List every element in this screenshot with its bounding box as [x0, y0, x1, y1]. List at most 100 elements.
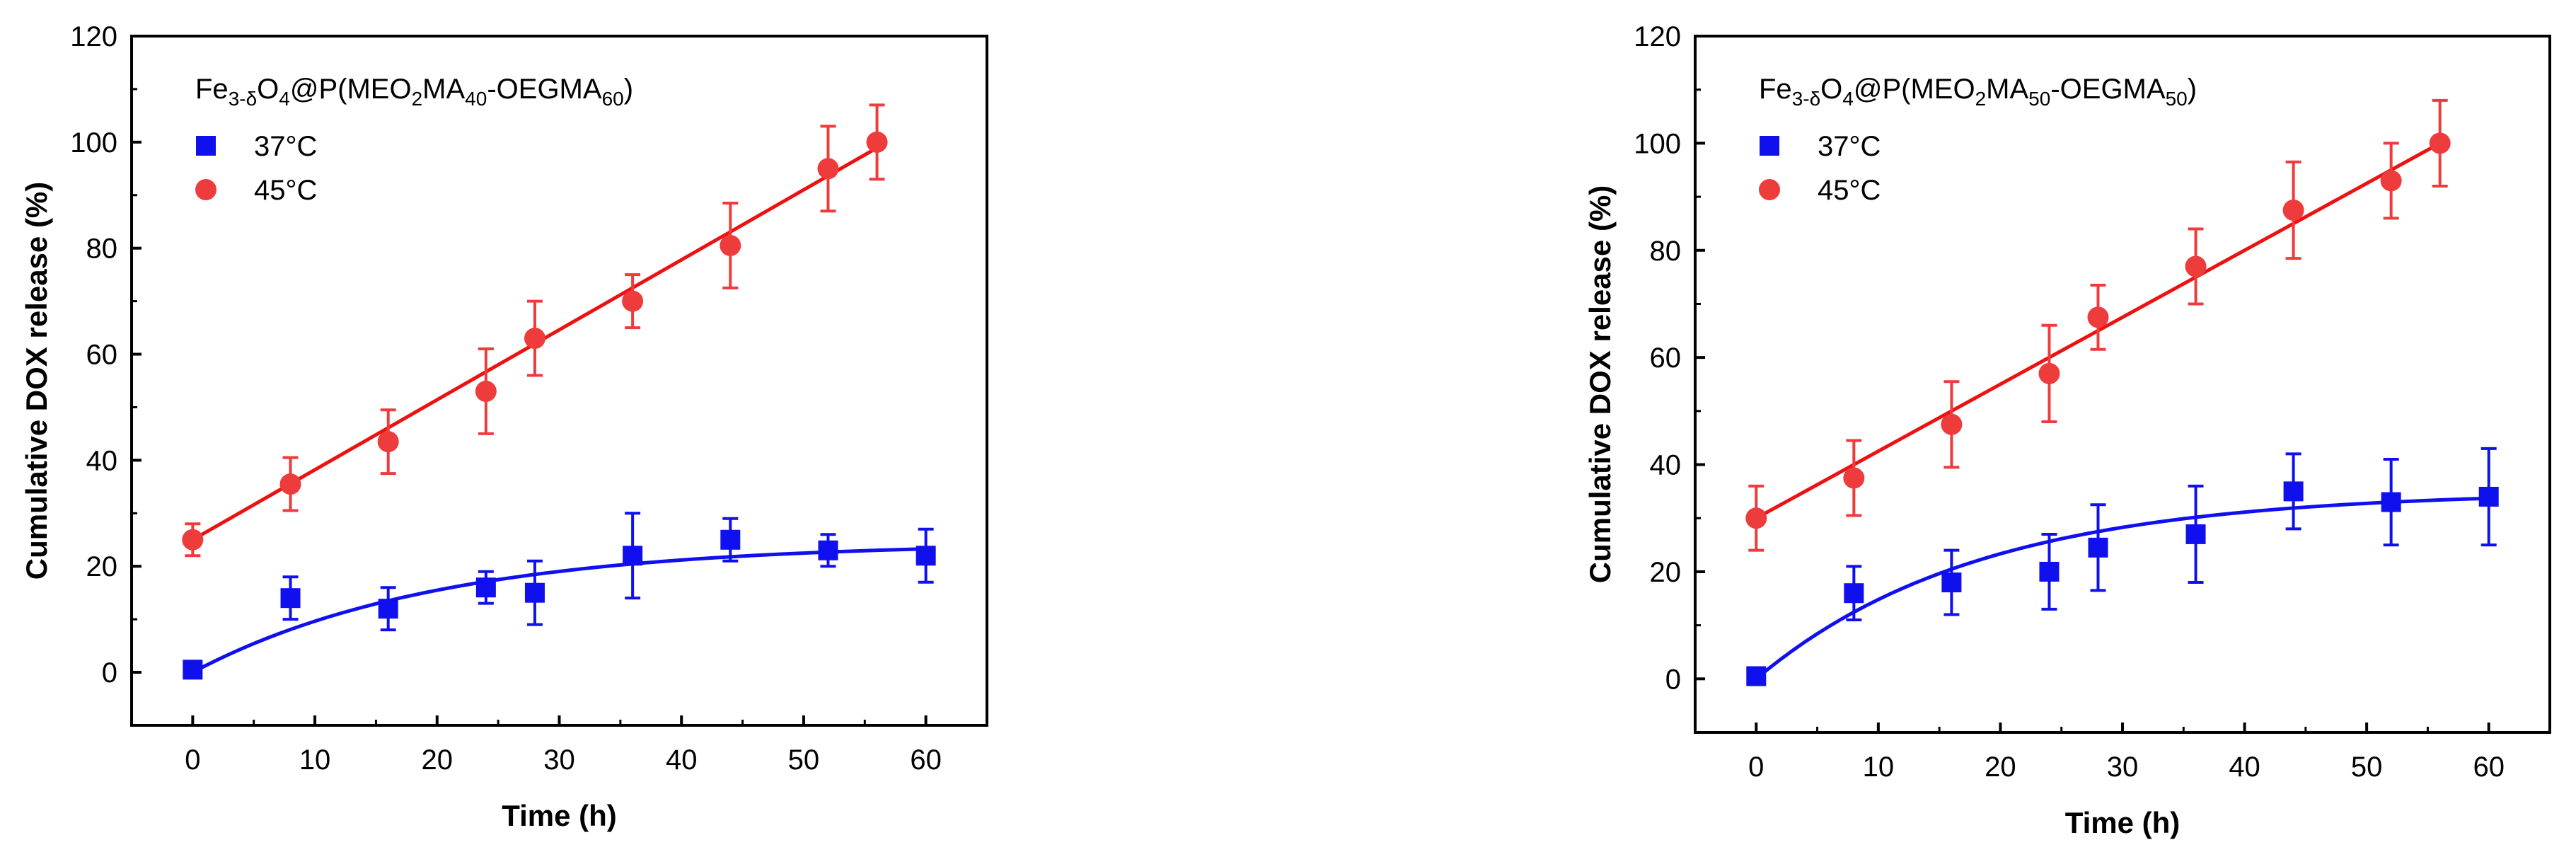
data-point: [1843, 467, 1865, 489]
title-subscript: 60: [602, 88, 624, 110]
y-tick-label: 60: [1650, 342, 1682, 374]
data-point: [378, 599, 398, 619]
title-subscript: 3-δ: [1792, 88, 1820, 110]
legend-label: 37°C: [254, 131, 317, 162]
x-tick-label: 50: [2351, 752, 2383, 783]
data-point: [475, 577, 496, 598]
data-point: [2429, 132, 2451, 154]
title-subscript: 4: [279, 88, 290, 110]
x-tick-label: 20: [1985, 752, 2016, 783]
y-tick-label: 100: [70, 127, 117, 159]
y-tick-label: 120: [70, 21, 117, 52]
title-subscript: 2: [412, 88, 423, 110]
data-point: [1941, 572, 1962, 593]
title-segment: @P(MEO: [1854, 74, 1975, 105]
chart-panel-2: 0 10 20 30 40 50 60 0 20 40 60 80 100 120 Time (h) Cumu…: [1583, 21, 2551, 839]
fit-line: [1755, 496, 2489, 681]
data-point: [623, 546, 643, 566]
y-tick-label: 120: [1634, 21, 1681, 52]
y-tick-label: 40: [1650, 450, 1682, 481]
title-segment: ): [2188, 74, 2197, 105]
title-segment: MA: [1986, 74, 2028, 105]
title-segment: O: [257, 74, 279, 105]
data-point: [2478, 486, 2499, 507]
title-subscript: 3-δ: [229, 88, 257, 110]
x-axis-title: Time (h): [502, 799, 617, 832]
x-tick-label: 10: [299, 744, 331, 776]
legend: 37°C 45°C: [1759, 131, 1881, 206]
data-point: [183, 660, 203, 680]
data-point: [279, 473, 301, 495]
y-tick-label: 0: [102, 657, 117, 689]
data-point: [2039, 561, 2060, 582]
data-point: [818, 540, 838, 560]
y-axis-title: Cumulative DOX release (%): [1583, 185, 1617, 584]
data-point: [524, 328, 545, 350]
title-segment: @P(MEO: [290, 74, 412, 105]
data-point: [2038, 362, 2060, 384]
x-tick-label: 0: [185, 744, 200, 776]
title-segment: Fe: [195, 74, 229, 105]
title-segment: -OEGMA: [2050, 74, 2166, 105]
data-point: [377, 431, 399, 453]
x-tick-label: 40: [2229, 752, 2260, 783]
data-point: [2185, 255, 2207, 277]
x-tick-label: 10: [1863, 752, 1895, 783]
legend-marker-square: [196, 136, 216, 156]
data-point: [2381, 492, 2401, 512]
data-point: [1746, 666, 1767, 686]
legend: 37°C 45°C: [195, 131, 317, 206]
data-point: [1844, 583, 1864, 604]
title-segment: -OEGMA: [487, 74, 602, 105]
y-tick-label: 40: [86, 445, 118, 476]
x-tick-label: 30: [2107, 752, 2139, 783]
legend-label: 45°C: [1818, 175, 1881, 206]
chart-panel-1: 0 10 20 30 40 50 60 0 20 40 60 80 100 120 Time (h) Cumu…: [20, 21, 988, 832]
title-subscript: 50: [2166, 88, 2188, 110]
y-tick-label: 0: [1665, 664, 1681, 695]
title-segment: Fe: [1759, 74, 1792, 105]
series-45c: [182, 103, 888, 558]
data-point: [720, 529, 741, 550]
legend-label: 37°C: [1818, 131, 1881, 162]
data-point: [2282, 200, 2304, 221]
y-tick-label: 80: [1650, 236, 1682, 267]
title-subscript: 2: [1975, 88, 1987, 110]
data-point: [2088, 537, 2108, 558]
data-point: [720, 234, 741, 256]
data-point: [2283, 481, 2304, 502]
data-point: [280, 588, 301, 609]
legend-marker-circle: [1759, 179, 1780, 200]
x-tick-label: 0: [1748, 752, 1764, 783]
x-tick-label: 30: [543, 744, 575, 776]
fit-line: [192, 547, 926, 674]
title-segment: ): [624, 74, 633, 105]
data-point: [2185, 524, 2206, 544]
y-tick-label: 100: [1634, 128, 1681, 159]
x-tick-label: 20: [422, 744, 454, 776]
x-tick-label: 60: [910, 744, 942, 776]
series-37c: [183, 512, 936, 680]
y-tick-label: 60: [86, 340, 118, 371]
data-point: [182, 529, 204, 551]
data-point: [1941, 413, 1963, 435]
title-segment: MA: [422, 74, 465, 105]
legend-marker-square: [1760, 136, 1779, 156]
data-point: [475, 380, 497, 402]
x-tick-label: 60: [2473, 752, 2505, 783]
chart-title: Fe3-δO4@P(MEO2MA50-OEGMA50): [1759, 74, 2197, 110]
data-point: [916, 546, 936, 566]
data-point: [2087, 306, 2109, 328]
data-point: [2380, 170, 2402, 192]
title-subscript: 40: [465, 88, 487, 110]
series-45c: [1745, 98, 2451, 552]
title-subscript: 4: [1842, 88, 1854, 110]
data-point: [1745, 507, 1767, 529]
title-subscript: 50: [2028, 88, 2050, 110]
data-point: [524, 582, 545, 603]
y-tick-label: 80: [86, 234, 118, 265]
x-tick-label: 50: [788, 744, 820, 776]
y-tick-label: 20: [86, 551, 118, 582]
chart-title: Fe3-δO4@P(MEO2MA40-OEGMA60): [195, 74, 633, 110]
